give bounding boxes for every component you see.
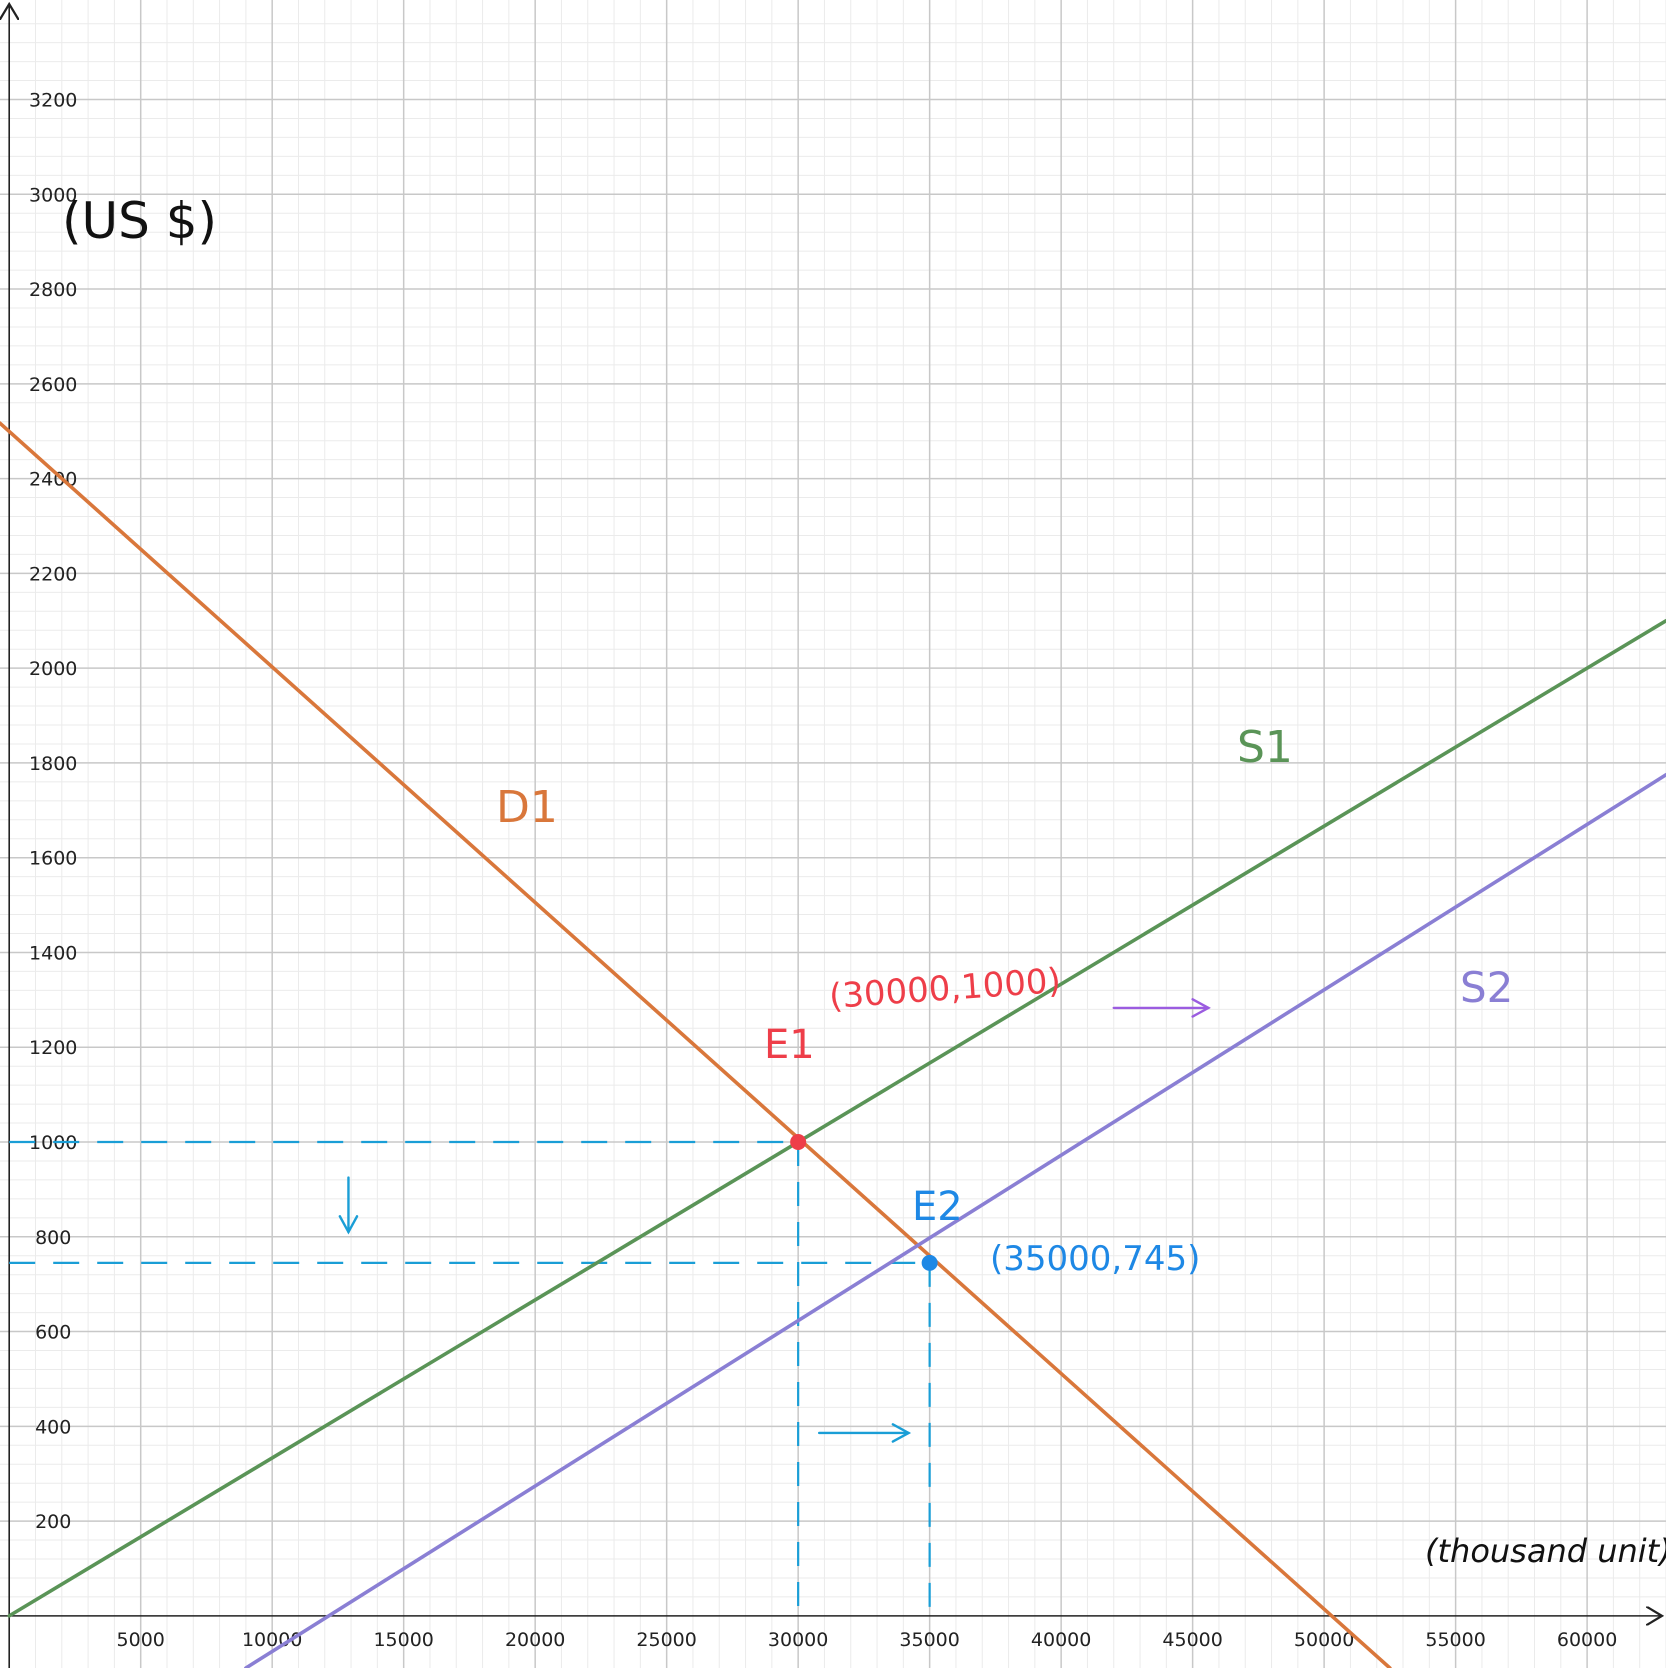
e2-coordinate-label: (35000,745) <box>990 1239 1200 1279</box>
d1-curve <box>0 421 1392 1668</box>
s1-curve-label: S1 <box>1237 722 1293 773</box>
x-tick-label: 50000 <box>1294 1629 1354 1651</box>
curves <box>0 421 1666 1668</box>
s2-curve-label: S2 <box>1460 963 1513 1012</box>
x-tick-label: 35000 <box>899 1629 959 1651</box>
y-tick-label: 200 <box>35 1511 71 1533</box>
x-tick-label: 60000 <box>1557 1629 1617 1651</box>
x-tick-label: 30000 <box>768 1629 828 1651</box>
x-tick-label: 15000 <box>373 1629 433 1651</box>
supply-shift-arrow-head <box>1191 998 1211 1018</box>
y-tick-label: 600 <box>35 1322 71 1344</box>
d1-curve-label: D1 <box>496 782 558 833</box>
y-tick-label: 2200 <box>29 563 77 585</box>
y-tick-label: 2600 <box>29 374 77 396</box>
x-tick-label: 5000 <box>117 1629 165 1651</box>
y-tick-label: 2400 <box>29 469 77 491</box>
e1-point <box>790 1134 807 1151</box>
e1-coordinate-label: (30000,1000) <box>828 961 1062 1017</box>
quantity-increase-arrow-head <box>891 1423 912 1443</box>
y-tick-label: 1800 <box>29 753 77 775</box>
y-axis-label: (US $) <box>62 192 217 250</box>
axes <box>0 4 1662 1668</box>
x-tick-label: 10000 <box>242 1629 302 1651</box>
x-tick-label: 55000 <box>1425 1629 1485 1651</box>
price-decrease-arrow <box>338 1176 359 1235</box>
x-tick-label: 20000 <box>505 1629 565 1651</box>
y-tick-label: 400 <box>35 1416 71 1438</box>
quantity-increase-arrow <box>817 1423 912 1443</box>
y-tick-label: 1600 <box>29 848 77 870</box>
x-tick-label: 25000 <box>636 1629 696 1651</box>
supply-shift-arrow <box>1112 998 1211 1018</box>
y-tick-label: 1200 <box>29 1037 77 1059</box>
equilibrium-points <box>790 1134 938 1271</box>
s1-curve <box>7 618 1666 1618</box>
shift-arrows <box>338 998 1211 1443</box>
e1-point-label: E1 <box>764 1022 815 1068</box>
e2-point-label: E2 <box>912 1184 963 1230</box>
y-tick-label: 800 <box>35 1227 71 1249</box>
tick-labels: 5000 10000 15000 20000 25000 30000 35000 40000 4… <box>29 90 1617 1651</box>
y-tick-label: 2800 <box>29 279 77 301</box>
y-tick-label: 1400 <box>29 942 77 964</box>
e2-point <box>921 1254 938 1271</box>
x-tick-label: 40000 <box>1031 1629 1091 1651</box>
equilibrium-guides <box>9 1140 931 1616</box>
price-decrease-arrow-head <box>338 1215 359 1235</box>
s2-curve <box>244 772 1666 1668</box>
y-tick-label: 2000 <box>29 658 77 680</box>
x-axis-label: (thousand unit) <box>1425 1532 1666 1570</box>
y-tick-label: 3000 <box>29 184 77 206</box>
y-tick-label: 1000 <box>29 1132 77 1154</box>
x-tick-label: 45000 <box>1162 1629 1222 1651</box>
y-tick-label: 3200 <box>29 90 77 112</box>
